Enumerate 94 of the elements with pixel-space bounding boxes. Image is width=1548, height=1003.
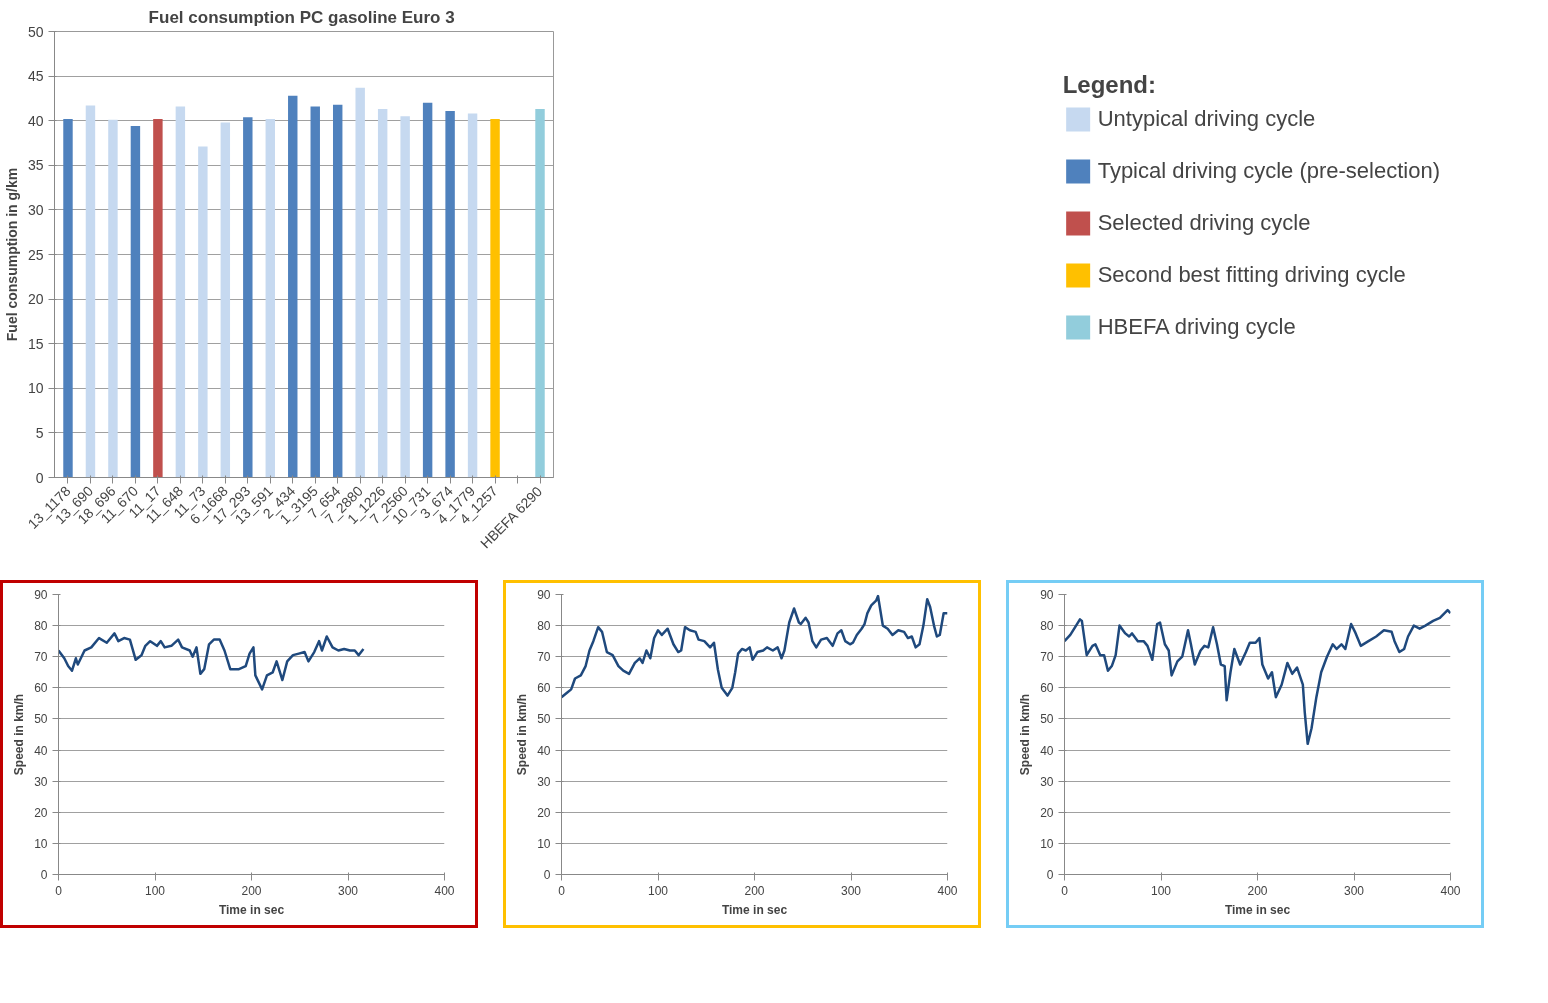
bar (490, 118, 500, 478)
y-tick-label: 25 (27, 246, 44, 263)
legend-label: HBEFA driving cycle (1097, 314, 1296, 340)
y-tick-label: 45 (27, 68, 44, 85)
y-tick-label: 20 (27, 291, 44, 308)
y-axis-title: Speed in km/h (1018, 693, 1033, 776)
x-tick-label: 100 (144, 883, 166, 898)
x-tick-label: 400 (434, 883, 455, 898)
y-tick-label: 15 (27, 335, 44, 352)
bar (377, 109, 388, 478)
legend-label: Second best fitting driving cycle (1097, 262, 1406, 288)
x-tick-label: 0 (1061, 883, 1069, 898)
bar (175, 106, 186, 478)
y-axis-title: Fuel consumption in g/km (3, 167, 20, 342)
legend-label: Typical driving cycle (pre-selection) (1097, 158, 1440, 184)
x-tick-label: 200 (1247, 883, 1268, 898)
bar (422, 102, 433, 478)
y-tick-label: 10 (537, 836, 551, 851)
bar (310, 106, 320, 478)
x-tick-label: 0 (55, 883, 63, 898)
bar (108, 119, 118, 478)
y-tick-label: 70 (1040, 650, 1054, 665)
y-tick-label: 30 (1040, 774, 1054, 789)
bar (535, 109, 545, 478)
line-series (561, 594, 948, 699)
bar (243, 117, 253, 478)
y-tick-label: 0 (543, 868, 551, 882)
bar (355, 87, 365, 478)
line-series (1064, 608, 1451, 746)
y-axis-title: Speed in km/h (12, 693, 27, 776)
legend-label: Untypical driving cycle (1097, 106, 1316, 132)
y-tick-label: 30 (27, 201, 44, 218)
bar (153, 118, 163, 478)
bar (288, 95, 298, 478)
x-tick-label: 200 (744, 883, 765, 898)
bar (85, 105, 96, 478)
y-axis-title: Speed in km/h (515, 693, 530, 776)
bar (130, 126, 141, 478)
y-tick-label: 10 (1040, 836, 1054, 851)
x-tick-label: 200 (241, 883, 262, 898)
y-tick-label: 50 (34, 712, 48, 727)
y-tick-label: 40 (34, 743, 48, 758)
bar (467, 113, 478, 478)
y-tick-label: 20 (537, 805, 551, 820)
y-tick-label: 20 (1040, 805, 1054, 820)
x-tick-label: 300 (1343, 883, 1365, 898)
bar (265, 118, 275, 478)
y-tick-label: 80 (537, 619, 551, 634)
legend-title: Legend: (1062, 71, 1157, 99)
x-tick-label: 100 (1150, 883, 1172, 898)
bar (198, 146, 208, 478)
y-tick-label: 10 (34, 836, 48, 851)
y-tick-label: 90 (537, 588, 551, 602)
y-tick-label: 80 (34, 619, 48, 634)
x-axis-title: Time in sec (218, 902, 285, 917)
x-axis-title: Time in sec (721, 902, 788, 917)
y-tick-label: 5 (35, 424, 44, 441)
y-tick-label: 40 (537, 743, 551, 758)
bar (445, 110, 455, 478)
y-tick-label: 80 (1040, 619, 1054, 634)
y-tick-label: 10 (27, 380, 44, 397)
y-tick-label: 90 (1040, 588, 1054, 602)
x-tick-label: 300 (840, 883, 862, 898)
y-tick-label: 40 (27, 112, 44, 129)
legend-label: Selected driving cycle (1097, 210, 1311, 236)
bar (333, 104, 343, 478)
chart-title: Fuel consumption PC gasoline Euro 3 (148, 7, 455, 27)
y-tick-label: 40 (1040, 743, 1054, 758)
y-tick-label: 60 (1040, 681, 1054, 696)
x-tick-label: 0 (558, 883, 566, 898)
x-tick-label: 400 (937, 883, 958, 898)
x-tick-label: 400 (1440, 883, 1461, 898)
y-tick-label: 50 (537, 712, 551, 727)
x-tick-label: 300 (337, 883, 359, 898)
y-tick-label: 0 (1046, 868, 1054, 882)
y-tick-label: 30 (537, 774, 551, 789)
y-tick-label: 50 (1040, 712, 1054, 727)
line-series (58, 632, 365, 691)
y-tick-label: 70 (34, 650, 48, 665)
y-tick-label: 60 (537, 681, 551, 696)
y-tick-label: 50 (27, 23, 44, 40)
y-tick-label: 90 (34, 588, 48, 602)
y-tick-label: 0 (40, 868, 48, 882)
y-tick-label: 0 (35, 469, 44, 486)
bar (220, 122, 231, 478)
y-tick-label: 35 (27, 157, 44, 174)
bar (63, 118, 73, 478)
y-tick-label: 20 (34, 805, 48, 820)
y-tick-label: 70 (537, 650, 551, 665)
x-axis-title: Time in sec (1224, 902, 1291, 917)
y-tick-label: 30 (34, 774, 48, 789)
y-tick-label: 60 (34, 681, 48, 696)
x-tick-label: 100 (647, 883, 669, 898)
bar (400, 116, 410, 478)
